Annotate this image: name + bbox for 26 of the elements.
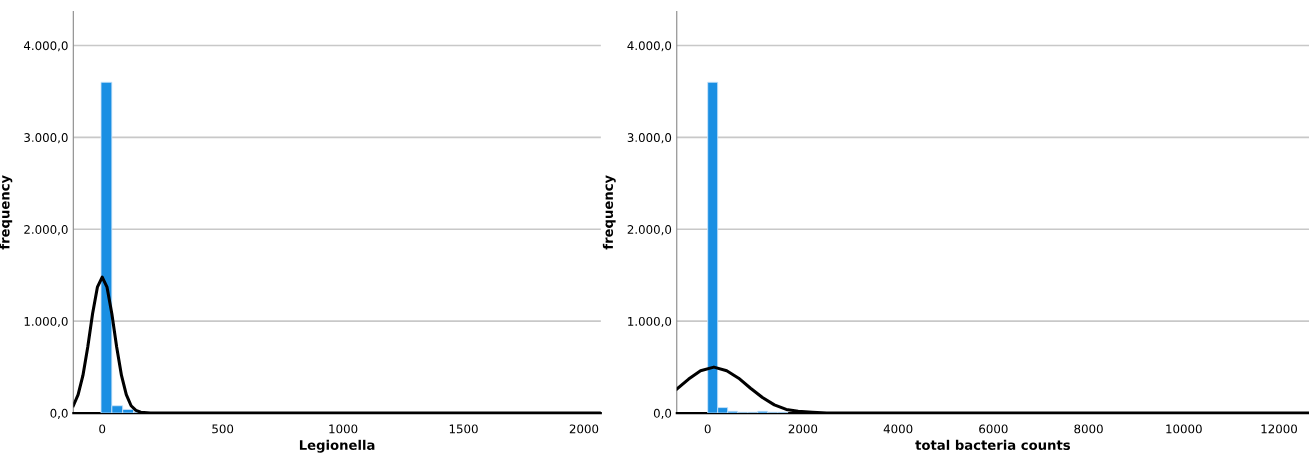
x-tick-label: 0 <box>99 424 106 434</box>
y-tick-label: 1.000,0 <box>24 316 68 328</box>
x-tick-label: 2000 <box>569 424 599 434</box>
x-tick-label: 6000 <box>979 424 1008 434</box>
x-tick-label: 0 <box>704 424 711 434</box>
x-tick-label: 8000 <box>1074 424 1103 434</box>
x-axis-title: Legionella <box>299 439 375 453</box>
y-tick-label: 1.000,0 <box>628 316 672 328</box>
x-tick-label: 2000 <box>788 424 818 434</box>
y-axis-title: frequency <box>602 175 616 250</box>
y-tick-label: 2.000,0 <box>627 225 672 236</box>
y-tick-label: 2.000,0 <box>24 225 68 236</box>
y-tick-label: 4.000,0 <box>627 41 672 52</box>
x-tick-label: 500 <box>212 424 234 434</box>
y-tick-label: 0,0 <box>50 408 68 419</box>
x-axis-title: total bacteria counts <box>915 439 1070 451</box>
y-tick-label: 0,0 <box>653 408 672 419</box>
x-tick-label: 10000 <box>1166 424 1202 434</box>
x-tick-label: 1500 <box>449 424 478 434</box>
y-axis-title: frequency <box>0 175 13 250</box>
x-tick-label: 12000 <box>1261 424 1297 434</box>
y-tick-label: 3.000,0 <box>24 133 68 144</box>
y-tick-label: 3.000,0 <box>627 133 672 144</box>
y-tick-label: 4.000,0 <box>23 41 68 52</box>
x-tick-label: 4000 <box>883 424 913 434</box>
x-tick-label: 1000 <box>329 424 358 434</box>
